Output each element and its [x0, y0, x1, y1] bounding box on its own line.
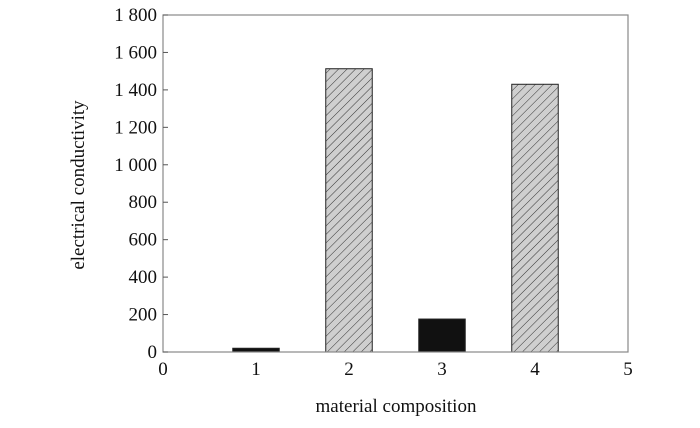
y-tick-label: 200 [129, 305, 158, 326]
y-tick-label: 1 600 [114, 42, 157, 63]
x-tick-label: 5 [623, 359, 633, 380]
bar-4 [511, 83, 559, 353]
x-tick-label: 0 [158, 359, 168, 380]
bar-3 [418, 318, 466, 353]
y-axis-label: electrical conductivity [68, 100, 89, 270]
bar-2 [325, 68, 373, 353]
x-tick-label: 3 [437, 359, 447, 380]
y-tick-label: 800 [129, 192, 158, 213]
y-tick-label: 1 400 [114, 80, 157, 101]
plot-frame [162, 14, 629, 353]
ticks-group: 0 200 400 600 800 1 000 1 200 1 400 1 600 1 800 0 1… [114, 5, 633, 380]
x-tick-label: 1 [251, 359, 261, 380]
x-tick-label: 4 [530, 359, 540, 380]
y-tick-label: 0 [148, 342, 158, 363]
y-tick-label: 400 [129, 267, 158, 288]
x-axis-label: material composition [316, 396, 477, 417]
bars-group [232, 68, 559, 353]
y-tick-label: 600 [129, 230, 158, 251]
y-tick-label: 1 800 [114, 5, 157, 26]
x-tick-label: 2 [344, 359, 354, 380]
y-tick-label: 1 200 [114, 117, 157, 138]
y-tick-label: 1 000 [114, 155, 157, 176]
